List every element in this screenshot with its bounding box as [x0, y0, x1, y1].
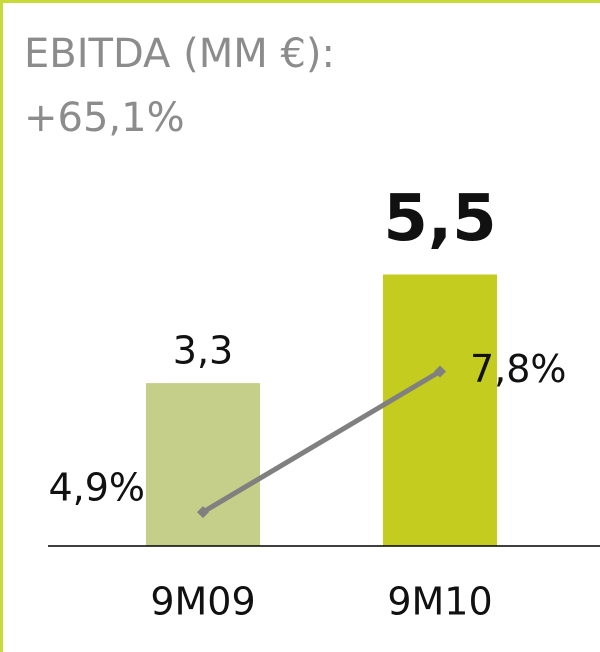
- margin-label: 7,8%: [470, 347, 567, 391]
- bar: [146, 383, 260, 546]
- bar: [383, 274, 497, 546]
- x-tick-label: 9M09: [150, 580, 255, 624]
- x-tick-label: 9M10: [387, 580, 492, 624]
- chart-subtitle: +65,1%: [24, 95, 185, 141]
- margin-marker: [434, 365, 446, 378]
- bar-value-label: 3,3: [173, 329, 233, 373]
- margin-marker: [197, 506, 209, 519]
- margin-line: [201, 369, 442, 515]
- margin-label: 4,9%: [48, 466, 145, 510]
- bar-value-label: 5,5: [383, 182, 496, 256]
- chart-title: EBITDA (MM €):: [24, 31, 335, 77]
